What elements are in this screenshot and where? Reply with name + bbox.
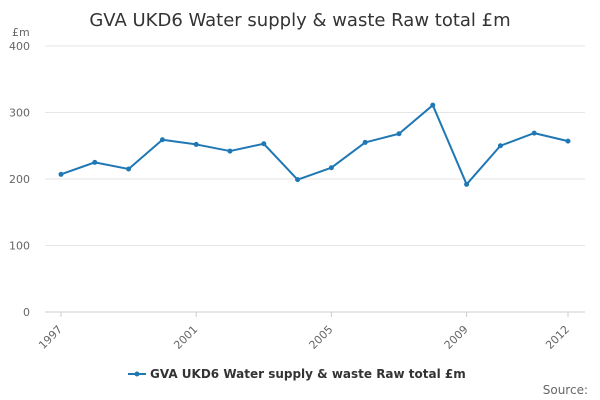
data-point[interactable] [227, 148, 233, 154]
data-point[interactable] [261, 141, 267, 147]
data-point[interactable] [565, 138, 571, 144]
y-axis-unit-label: £m [12, 26, 30, 39]
data-point[interactable] [193, 141, 199, 147]
chart-title: GVA UKD6 Water supply & waste Raw total … [89, 10, 510, 31]
data-point[interactable] [497, 143, 503, 149]
y-axis-ticks: 0 100 200 300 400 [9, 40, 30, 319]
x-tick-label: 2012 [543, 323, 572, 352]
y-tick-label: 100 [9, 240, 30, 253]
legend-label: GVA UKD6 Water supply & waste Raw total … [150, 367, 466, 381]
source-label: Source: [543, 383, 588, 397]
x-axis-ticks: 1997 2001 2005 2009 2012 [36, 312, 572, 352]
y-tick-label: 0 [23, 306, 30, 319]
data-point[interactable] [159, 137, 165, 143]
data-point[interactable] [531, 130, 537, 136]
data-point[interactable] [92, 159, 98, 165]
data-point[interactable] [362, 139, 368, 145]
data-point[interactable] [126, 166, 132, 172]
legend-marker-icon [134, 371, 140, 377]
data-point[interactable] [464, 181, 470, 187]
data-point[interactable] [396, 131, 402, 137]
y-tick-label: 200 [9, 173, 30, 186]
x-tick-label: 2001 [171, 323, 200, 352]
data-point[interactable] [430, 102, 436, 108]
y-tick-label: 400 [9, 40, 30, 53]
data-point[interactable] [295, 177, 301, 183]
data-point[interactable] [328, 165, 334, 171]
legend[interactable]: GVA UKD6 Water supply & waste Raw total … [128, 367, 466, 381]
x-tick-label: 2005 [307, 323, 336, 352]
y-tick-label: 300 [9, 107, 30, 120]
gridlines [45, 45, 585, 246]
x-tick-label: 1997 [36, 323, 65, 352]
series-group [58, 102, 571, 187]
data-point[interactable] [58, 171, 64, 177]
series-line [60, 104, 569, 186]
x-tick-label: 2009 [442, 323, 471, 352]
